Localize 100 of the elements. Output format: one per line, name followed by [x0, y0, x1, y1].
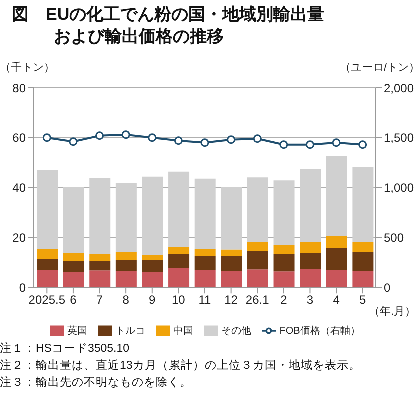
bar: [247, 242, 268, 252]
x-tick-label: 8: [122, 293, 130, 308]
text: 注３：輸出先の不明なものを除く。: [0, 375, 193, 391]
legend-label: 中国: [174, 326, 194, 337]
y2-tick-label: 2,000: [384, 81, 414, 96]
x-tick-label: 3: [306, 293, 314, 308]
point: [306, 140, 314, 150]
bar: [142, 255, 164, 260]
bar: [194, 178, 216, 250]
text: 注１：HSコード3505.10: [0, 341, 131, 357]
bar: [326, 156, 348, 236]
point: [227, 136, 236, 144]
x-tick-label: 10: [172, 293, 186, 308]
x-tick-label: 7: [96, 293, 104, 308]
point: [122, 130, 130, 140]
point: [69, 138, 78, 146]
x-tick-label: 11: [198, 293, 212, 308]
bar: [90, 254, 111, 261]
bar: [247, 270, 268, 288]
bar: [300, 242, 322, 254]
bar: [116, 183, 137, 252]
bar: [194, 270, 216, 288]
y-tick-label: 80: [12, 81, 26, 96]
bar: [168, 247, 190, 254]
bar: [300, 253, 322, 270]
x-axis-title: （年.月）: [368, 305, 416, 319]
bar: [326, 236, 348, 248]
bar: [168, 254, 190, 268]
bar: [168, 172, 190, 248]
point: [174, 136, 183, 146]
x-tick-label: 2025.5: [28, 293, 66, 308]
bar: [90, 270, 111, 288]
bar: [37, 258, 58, 270]
x-tick-label: 12: [224, 293, 238, 308]
x-tick-label: 6: [70, 293, 78, 308]
bar: [168, 268, 190, 288]
text: 注２：輸出量は、直近13カ月（累計）の上位３カ国・地域を表示。: [0, 358, 361, 374]
legend-label: 英国: [68, 326, 88, 337]
bar: [274, 244, 295, 254]
point: [148, 134, 157, 142]
y-tick-label: 40: [12, 181, 26, 196]
bar: [116, 271, 137, 288]
bar: [194, 249, 216, 256]
bar: [63, 261, 84, 272]
bar: [247, 178, 268, 242]
x-tick-label: 4: [333, 293, 340, 308]
bar: [63, 253, 84, 262]
bar: [37, 249, 58, 259]
bar: [116, 260, 137, 272]
x-tick-label: 26.1: [246, 293, 270, 308]
bar: [142, 176, 164, 256]
bar: [326, 248, 348, 270]
bar: [90, 260, 111, 271]
bar: [221, 250, 242, 256]
bar: [116, 252, 137, 260]
bar: [221, 271, 242, 288]
x-tick-label: 5: [360, 293, 366, 308]
point: [253, 134, 262, 144]
bar: [63, 272, 84, 288]
bar: [221, 256, 242, 272]
point: [42, 134, 52, 142]
bar: [352, 271, 374, 288]
y2-tick-label: 1,500: [384, 131, 414, 146]
legend-label: その他: [222, 326, 252, 337]
bar: [63, 187, 84, 254]
point: [332, 138, 341, 148]
bar: [142, 272, 164, 288]
point: [200, 138, 210, 148]
point: [358, 140, 368, 150]
y2-tick-label: 0: [384, 280, 391, 295]
y-tick-label: 20: [12, 230, 26, 245]
x-tick-label: 9: [149, 293, 156, 308]
y2-tick-label: 500: [384, 230, 404, 245]
bar: [352, 242, 374, 252]
y2-tick-label: 1,000: [384, 181, 414, 196]
bar: [221, 187, 242, 250]
bar: [37, 170, 58, 250]
bar: [326, 270, 348, 288]
bar: [274, 254, 295, 272]
bar: [274, 180, 295, 245]
legend-label: トルコ: [116, 326, 146, 337]
bar: [352, 167, 374, 242]
point: [280, 140, 288, 150]
legend-label: FOB価格（右軸）: [280, 326, 360, 337]
y2-axis-title: （ユーロ/トン）: [340, 61, 420, 75]
bar: [300, 169, 322, 242]
bar: [247, 251, 268, 270]
y-tick-label: 60: [12, 131, 26, 146]
bar: [142, 260, 164, 272]
chart-title: 図 EUの化工でん粉の国・地域別輸出量および輸出価格の推移: [12, 4, 326, 48]
bar: [37, 270, 58, 288]
bar: [352, 252, 374, 272]
bar: [274, 272, 295, 288]
x-tick-label: 2: [280, 293, 288, 308]
y-axis-title: （千トン）: [0, 61, 55, 75]
bar: [90, 178, 111, 254]
y-tick-label: 0: [19, 280, 26, 295]
bar: [300, 269, 322, 288]
bar: [194, 256, 216, 270]
point: [96, 132, 104, 140]
